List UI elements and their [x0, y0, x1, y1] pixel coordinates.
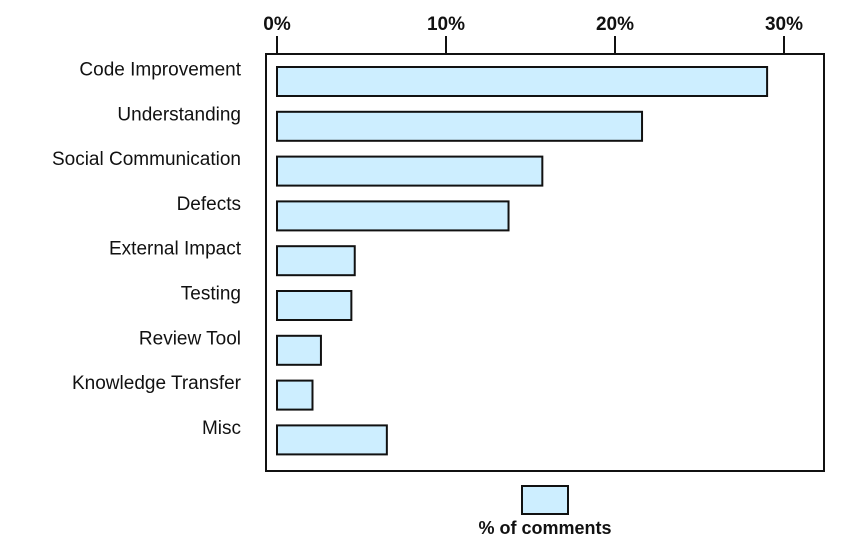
- bar: [276, 110, 644, 142]
- bar: [276, 379, 314, 411]
- x-tick-label: 0%: [263, 14, 291, 35]
- plot-frame: [265, 53, 825, 472]
- x-tick-label: 30%: [765, 14, 803, 35]
- category-label: External Impact: [109, 239, 242, 260]
- legend-label: % of comments: [478, 518, 611, 538]
- category-label: Defects: [177, 194, 241, 215]
- x-axis-ticks: 0% 10% 20% 30%: [263, 14, 803, 54]
- legend-swatch: [521, 485, 569, 515]
- bar: [276, 334, 322, 366]
- bar: [276, 200, 510, 232]
- bar: [276, 66, 769, 97]
- category-labels: Code Improvement Understanding Social Comm…: [52, 60, 242, 439]
- category-label: Code Improvement: [79, 60, 241, 81]
- category-label: Testing: [181, 284, 241, 305]
- category-label: Misc: [202, 418, 241, 439]
- category-label: Review Tool: [139, 328, 241, 349]
- x-tick-label: 20%: [596, 14, 634, 35]
- bar: [276, 155, 544, 187]
- bar: [276, 424, 388, 456]
- category-label: Knowledge Transfer: [72, 373, 242, 394]
- category-label: Understanding: [117, 104, 241, 125]
- x-tick-label: 10%: [427, 14, 465, 35]
- legend: % of comments: [478, 485, 612, 538]
- bar: [276, 245, 356, 277]
- bars: [276, 66, 769, 456]
- bar: [276, 290, 353, 321]
- category-label: Social Communication: [52, 149, 241, 170]
